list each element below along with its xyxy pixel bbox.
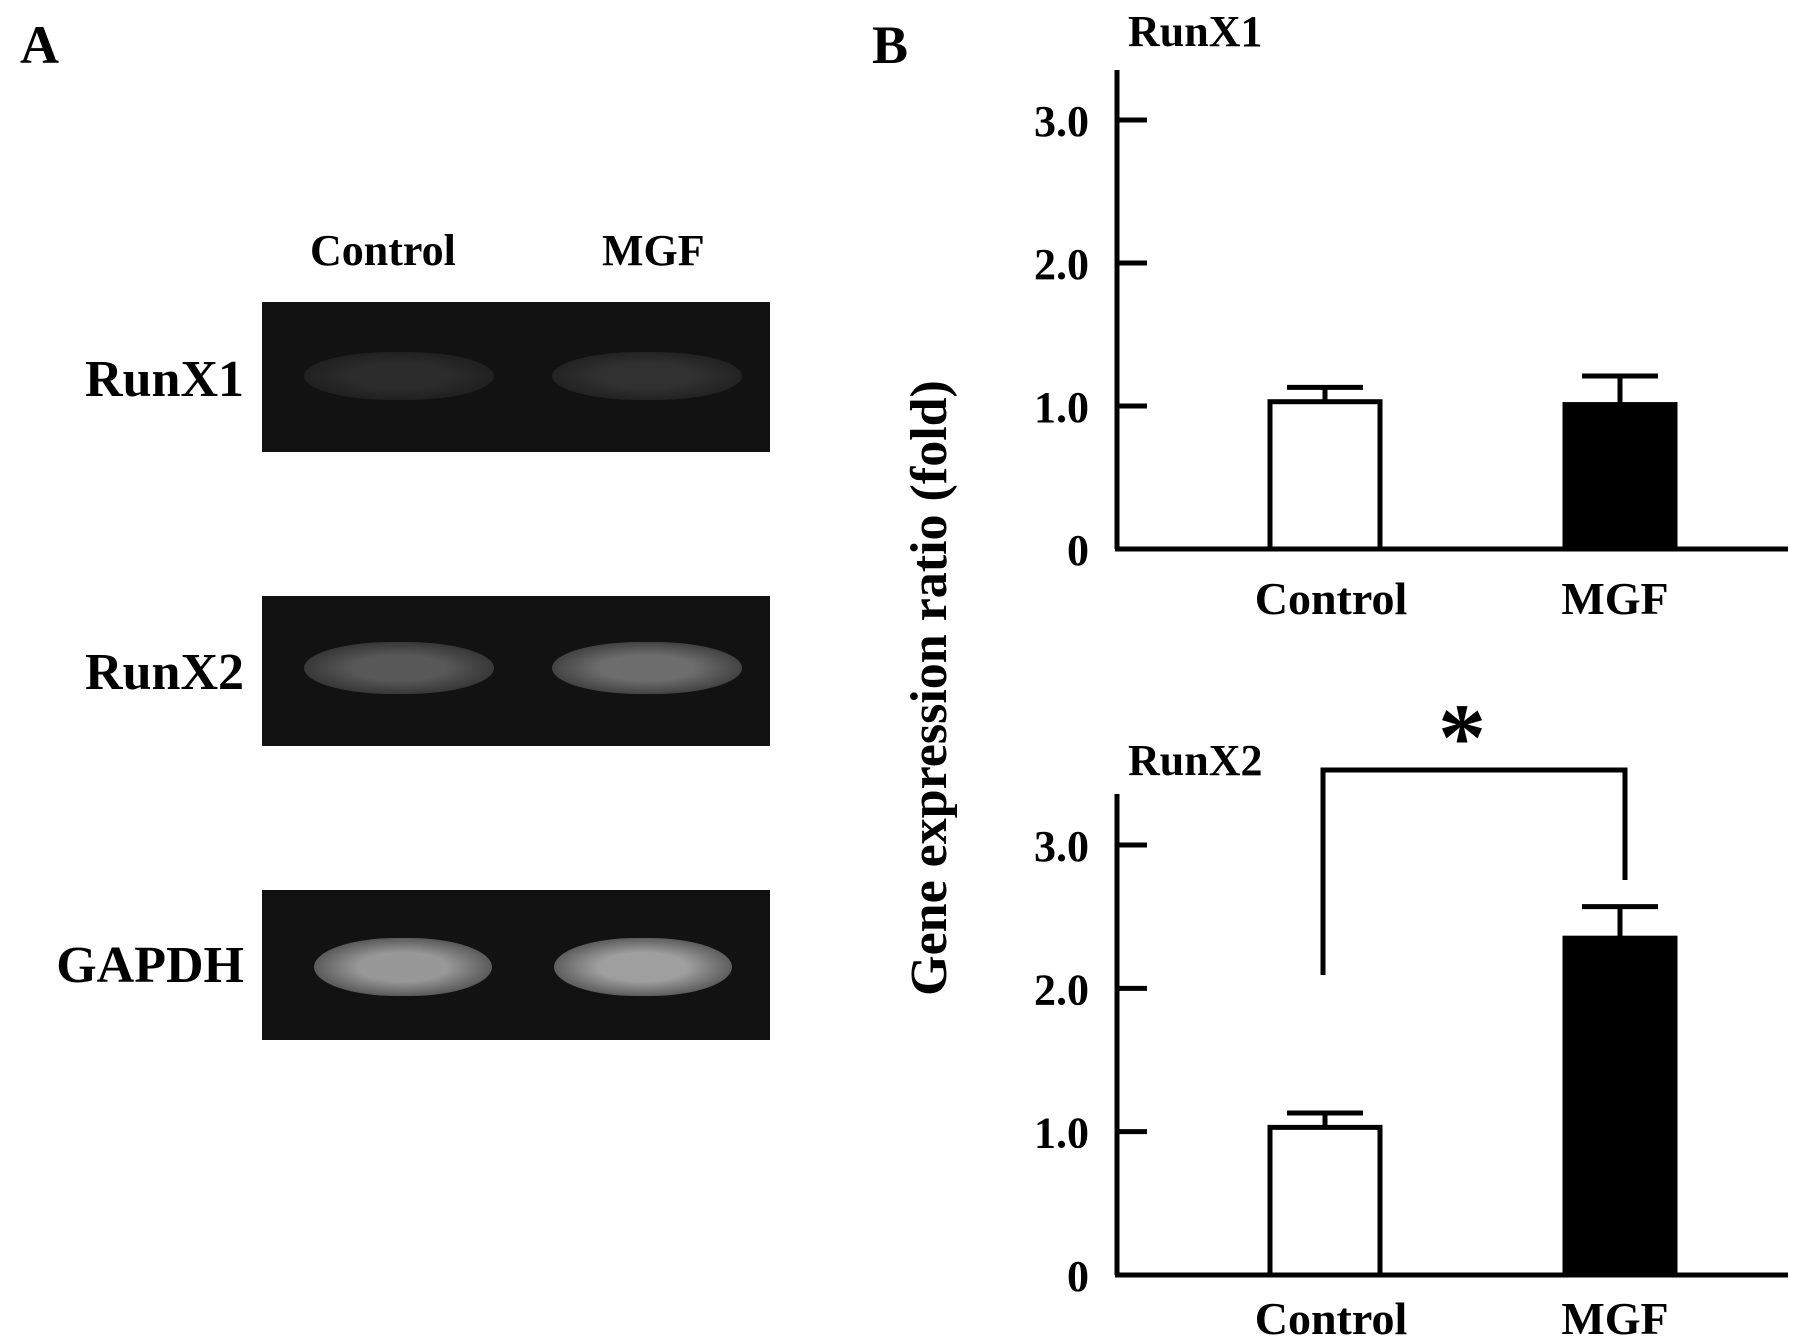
panel-b-letter: B [872,15,909,75]
significance-bracket [1320,767,1628,975]
gel-band [314,938,492,996]
gel-row-label-gapdh: GAPDH [56,937,244,994]
bar-runx1-mgf [1562,402,1678,552]
y-tick-label: 1.0 [1034,383,1089,432]
y-tick-label: 0 [1067,526,1089,575]
gel-band [552,642,742,694]
chart-title-runx2: RunX2 [1128,736,1263,785]
bar-runx2-mgf [1562,935,1678,1278]
significance-asterisk: * [1438,684,1486,791]
y-tick-label: 1.0 [1034,1109,1089,1158]
y-tick-label: 3.0 [1034,822,1089,871]
gel-band [304,642,494,694]
gel-lane-label-control: Control [310,226,456,275]
gel-band [554,938,732,996]
x-category-label: Control [1255,1293,1408,1342]
y-tick-label: 0 [1067,1252,1089,1301]
y-axis-label: Gene expression ratio (fold) [901,380,958,996]
y-tick-label: 2.0 [1034,240,1089,289]
gel-band [552,352,742,400]
gel-row-label-runx2: RunX2 [85,644,244,701]
gel-lane-label-mgf: MGF [602,226,705,275]
bar-runx1-control [1267,399,1383,552]
x-category-label: MGF [1561,573,1668,624]
y-tick-label: 2.0 [1034,965,1089,1014]
gel-image-runx2 [262,596,770,746]
gel-image-runx1 [262,302,770,452]
gel-band [304,352,494,400]
x-category-label: MGF [1561,1293,1668,1342]
bar-runx2-control [1267,1124,1383,1278]
gel-image-gapdh [262,890,770,1040]
panel-a-letter: A [20,15,59,75]
y-tick-label: 3.0 [1034,97,1089,146]
gel-row-label-runx1: RunX1 [85,351,244,408]
x-category-label: Control [1255,573,1408,624]
chart-title-runx1: RunX1 [1128,7,1263,56]
